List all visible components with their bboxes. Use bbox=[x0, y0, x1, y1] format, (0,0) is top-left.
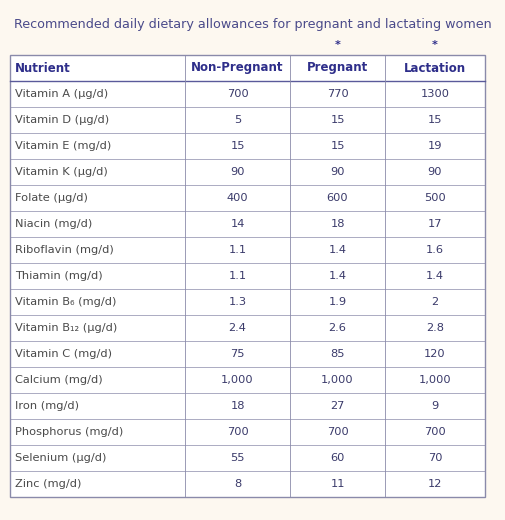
Text: 1,000: 1,000 bbox=[321, 375, 354, 385]
Text: 1300: 1300 bbox=[421, 89, 449, 99]
Text: 2.4: 2.4 bbox=[229, 323, 246, 333]
Text: *: * bbox=[334, 40, 340, 50]
Text: 90: 90 bbox=[428, 167, 442, 177]
Text: 17: 17 bbox=[428, 219, 442, 229]
Text: 15: 15 bbox=[428, 115, 442, 125]
Text: 5: 5 bbox=[234, 115, 241, 125]
Text: 85: 85 bbox=[330, 349, 345, 359]
Text: 1,000: 1,000 bbox=[221, 375, 254, 385]
Text: 2.8: 2.8 bbox=[426, 323, 444, 333]
Text: Pregnant: Pregnant bbox=[307, 61, 368, 74]
Text: Zinc (mg/d): Zinc (mg/d) bbox=[15, 479, 81, 489]
Text: 1.4: 1.4 bbox=[328, 271, 346, 281]
Text: 15: 15 bbox=[330, 115, 345, 125]
Bar bbox=[10, 55, 485, 497]
Text: 14: 14 bbox=[230, 219, 245, 229]
Text: 90: 90 bbox=[230, 167, 245, 177]
Text: Vitamin A (μg/d): Vitamin A (μg/d) bbox=[15, 89, 108, 99]
Text: 600: 600 bbox=[327, 193, 348, 203]
Text: 75: 75 bbox=[230, 349, 245, 359]
Text: 1.4: 1.4 bbox=[426, 271, 444, 281]
Text: 27: 27 bbox=[330, 401, 345, 411]
Text: 700: 700 bbox=[227, 427, 248, 437]
Text: Nutrient: Nutrient bbox=[15, 61, 71, 74]
Text: 1,000: 1,000 bbox=[419, 375, 451, 385]
Text: Vitamin E (mg/d): Vitamin E (mg/d) bbox=[15, 141, 111, 151]
Text: 18: 18 bbox=[330, 219, 345, 229]
Text: 700: 700 bbox=[227, 89, 248, 99]
Text: Phosphorus (mg/d): Phosphorus (mg/d) bbox=[15, 427, 123, 437]
Text: 70: 70 bbox=[428, 453, 442, 463]
Text: 19: 19 bbox=[428, 141, 442, 151]
Text: 1.1: 1.1 bbox=[228, 245, 246, 255]
Text: 2: 2 bbox=[431, 297, 438, 307]
Text: 700: 700 bbox=[327, 427, 348, 437]
Text: 400: 400 bbox=[227, 193, 248, 203]
Text: 11: 11 bbox=[330, 479, 345, 489]
Text: 1.9: 1.9 bbox=[328, 297, 346, 307]
Text: 1.3: 1.3 bbox=[228, 297, 246, 307]
Text: 8: 8 bbox=[234, 479, 241, 489]
Text: Iron (mg/d): Iron (mg/d) bbox=[15, 401, 79, 411]
Text: Vitamin C (mg/d): Vitamin C (mg/d) bbox=[15, 349, 112, 359]
Text: Riboflavin (mg/d): Riboflavin (mg/d) bbox=[15, 245, 114, 255]
Text: 12: 12 bbox=[428, 479, 442, 489]
Text: Vitamin B₆ (mg/d): Vitamin B₆ (mg/d) bbox=[15, 297, 116, 307]
Text: 90: 90 bbox=[330, 167, 345, 177]
Text: 55: 55 bbox=[230, 453, 245, 463]
Text: 15: 15 bbox=[230, 141, 245, 151]
Text: 60: 60 bbox=[330, 453, 345, 463]
Text: Thiamin (mg/d): Thiamin (mg/d) bbox=[15, 271, 103, 281]
Text: 2.6: 2.6 bbox=[329, 323, 346, 333]
Text: 1.6: 1.6 bbox=[426, 245, 444, 255]
Text: 700: 700 bbox=[424, 427, 446, 437]
Text: Calcium (mg/d): Calcium (mg/d) bbox=[15, 375, 103, 385]
Text: 1.1: 1.1 bbox=[228, 271, 246, 281]
Text: Recommended daily dietary allowances for pregnant and lactating women: Recommended daily dietary allowances for… bbox=[14, 18, 491, 31]
Text: Vitamin K (μg/d): Vitamin K (μg/d) bbox=[15, 167, 108, 177]
Bar bbox=[10, 55, 485, 497]
Text: 9: 9 bbox=[431, 401, 439, 411]
Text: 770: 770 bbox=[327, 89, 348, 99]
Text: Vitamin B₁₂ (μg/d): Vitamin B₁₂ (μg/d) bbox=[15, 323, 117, 333]
Text: *: * bbox=[432, 40, 438, 50]
Text: Vitamin D (μg/d): Vitamin D (μg/d) bbox=[15, 115, 109, 125]
Text: 1.4: 1.4 bbox=[328, 245, 346, 255]
Text: Folate (μg/d): Folate (μg/d) bbox=[15, 193, 88, 203]
Text: Non-Pregnant: Non-Pregnant bbox=[191, 61, 284, 74]
Text: 18: 18 bbox=[230, 401, 245, 411]
Text: 500: 500 bbox=[424, 193, 446, 203]
Text: Niacin (mg/d): Niacin (mg/d) bbox=[15, 219, 92, 229]
Text: Lactation: Lactation bbox=[404, 61, 466, 74]
Text: 120: 120 bbox=[424, 349, 446, 359]
Text: 15: 15 bbox=[330, 141, 345, 151]
Text: Selenium (μg/d): Selenium (μg/d) bbox=[15, 453, 107, 463]
